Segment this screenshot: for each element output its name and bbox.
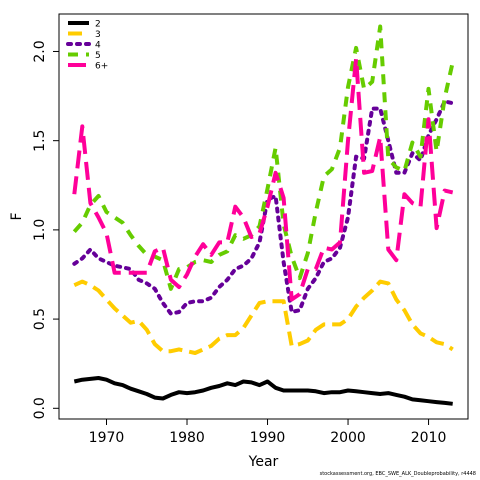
legend-label-3: 4 — [95, 41, 101, 51]
series-line-1 — [73, 376, 453, 406]
legend-label-1: 2 — [95, 20, 101, 30]
legend-label-2: 3 — [95, 30, 101, 40]
x-tick-label: 2010 — [411, 430, 447, 446]
series-line-5 — [72, 56, 454, 302]
series-line-4 — [72, 24, 455, 291]
y-axis: 0.0 0.5 1.0 1.5 2.0 — [32, 40, 59, 419]
legend-label-4: 5 — [95, 51, 101, 61]
y-tick-label: 2.0 — [32, 40, 48, 62]
legend-label-5: 6+ — [95, 62, 108, 72]
y-axis-label: F — [9, 212, 25, 220]
x-tick-label: 2000 — [330, 430, 366, 446]
x-tick-label: 1970 — [89, 430, 125, 446]
series-layer — [72, 24, 455, 406]
y-tick-label: 0.5 — [32, 308, 48, 330]
y-tick-label: 1.0 — [32, 219, 48, 241]
x-axis-label: Year — [248, 454, 279, 470]
x-tick-label: 1990 — [250, 430, 286, 446]
plot-frame — [58, 13, 469, 420]
x-axis: 1970 1980 1990 2000 2010 — [89, 419, 447, 446]
footnote: stockassessment.org, EBC_SWE_ALK_Doublep… — [319, 471, 476, 477]
y-tick-label: 0.0 — [32, 397, 48, 419]
x-tick-label: 1980 — [169, 430, 205, 446]
series-line-2 — [73, 279, 454, 355]
y-tick-label: 1.5 — [32, 130, 48, 152]
